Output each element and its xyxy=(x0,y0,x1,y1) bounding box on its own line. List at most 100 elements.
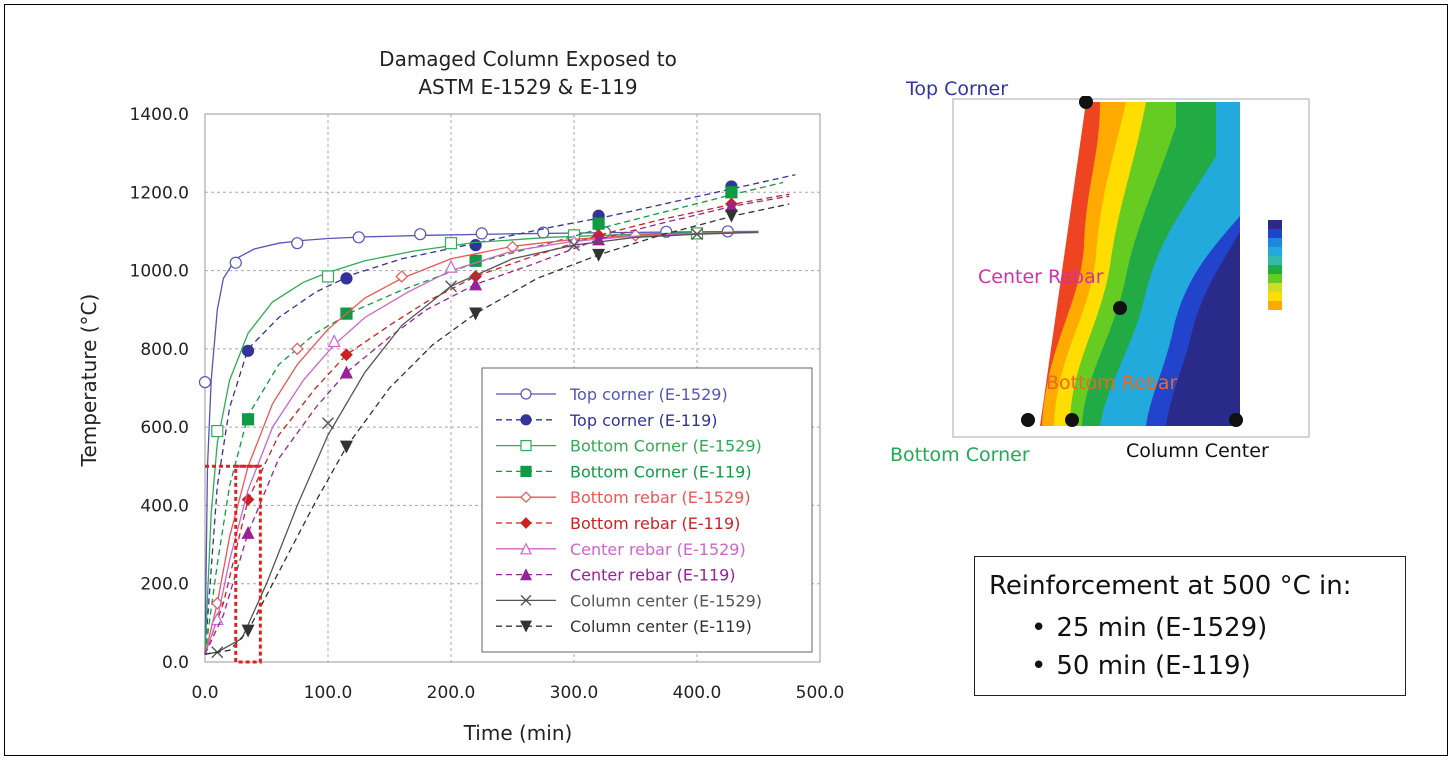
highlight-box-rebar-500 xyxy=(234,464,262,664)
legend-entry: Bottom rebar (E-1529) xyxy=(496,488,751,507)
data-point xyxy=(724,209,738,223)
data-point xyxy=(445,280,457,293)
data-point xyxy=(520,568,532,581)
contour-color-legend xyxy=(1268,220,1282,310)
y-tick-label: 800.0 xyxy=(140,340,189,360)
legend-label: Top corner (E-1529) xyxy=(569,385,728,404)
x-tick-label: 100.0 xyxy=(304,683,353,703)
data-point xyxy=(592,217,605,230)
label-top-corner: Top Corner xyxy=(906,78,1009,100)
legend-entry: Center rebar (E-119) xyxy=(496,566,736,585)
data-point xyxy=(469,307,483,321)
data-point-stroke xyxy=(445,280,457,293)
data-point xyxy=(469,277,483,291)
data-point xyxy=(229,256,242,269)
y-tick-label: 1200.0 xyxy=(130,183,189,203)
data-point xyxy=(520,620,532,633)
data-point-stroke xyxy=(568,239,580,252)
contour-legend-swatch xyxy=(1268,229,1282,238)
reinforcement-note: Reinforcement at 500 °C in: 25 min (E-15… xyxy=(974,556,1406,696)
x-tick-label: 300.0 xyxy=(550,683,599,703)
data-point xyxy=(340,272,353,285)
data-point xyxy=(520,542,532,555)
label-bottom-rebar: Bottom Rebar xyxy=(1046,372,1178,394)
series-10 xyxy=(204,203,790,655)
legend-label: Top corner (E-119) xyxy=(569,411,718,430)
data-point xyxy=(340,348,353,362)
legend-entry: Bottom Corner (E-119) xyxy=(496,462,752,481)
data-point xyxy=(520,517,532,529)
legend-label: Column center (E-1529) xyxy=(570,591,762,610)
series-line xyxy=(204,193,790,655)
note-title: Reinforcement at 500 °C in: xyxy=(989,571,1352,601)
contour-legend-swatch xyxy=(1268,238,1282,247)
legend-label: Bottom rebar (E-1529) xyxy=(570,488,751,507)
legend-label: Column center (E-119) xyxy=(570,617,752,636)
data-point xyxy=(327,334,341,348)
label-column-center: Column Center xyxy=(1126,440,1269,462)
data-point xyxy=(290,342,304,356)
chart-title-line-1: Damaged Column Exposed to xyxy=(379,47,677,71)
y-tick-label: 1400.0 xyxy=(130,105,189,125)
y-tick-label: 200.0 xyxy=(140,575,189,595)
data-point xyxy=(592,248,606,262)
legend-label: Bottom Corner (E-1529) xyxy=(570,437,762,456)
data-point xyxy=(520,491,532,504)
data-point xyxy=(352,231,365,244)
series-line xyxy=(204,231,759,655)
sensor-points xyxy=(1021,95,1243,427)
data-point xyxy=(520,465,532,477)
data-point xyxy=(444,237,458,250)
data-point xyxy=(520,388,532,400)
data-point xyxy=(520,414,532,426)
data-point xyxy=(395,270,409,283)
data-point xyxy=(469,239,482,252)
sensor-dot xyxy=(1229,413,1243,427)
legend-entry: Center rebar (E-1529) xyxy=(496,540,746,559)
series-line xyxy=(204,174,796,655)
y-tick-label: 1000.0 xyxy=(130,262,189,282)
x-tick-label: 0.0 xyxy=(191,683,218,703)
data-point xyxy=(291,237,304,250)
note-item-e119: 50 min (E-119) xyxy=(1031,651,1250,681)
data-point xyxy=(567,234,581,248)
data-point-stroke xyxy=(520,594,532,606)
series-layer xyxy=(198,174,796,659)
contour-legend-swatch xyxy=(1268,256,1282,265)
data-point xyxy=(339,365,353,379)
legend-entry: Top corner (E-1529) xyxy=(496,385,728,404)
legend-frame xyxy=(481,367,813,653)
chart-legend: Top corner (E-1529) Top corner (E-119) Bot… xyxy=(481,367,813,653)
legend-entry: Bottom rebar (E-119) xyxy=(496,514,740,533)
legend-entry: Column center (E-1529) xyxy=(496,591,762,610)
x-tick-label: 500.0 xyxy=(796,683,845,703)
label-bottom-corner: Bottom Corner xyxy=(890,444,1030,466)
legend-label: Bottom rebar (E-119) xyxy=(570,514,740,533)
legend-entry: Top corner (E-119) xyxy=(496,411,718,430)
contour-band-8 xyxy=(1166,232,1240,426)
data-point xyxy=(414,228,427,241)
sensor-dot xyxy=(1113,301,1127,315)
data-point xyxy=(721,225,734,238)
legend-label: Bottom Corner (E-119) xyxy=(570,462,752,481)
legend-entry: Column center (E-119) xyxy=(496,617,752,636)
contour-legend-swatch xyxy=(1268,283,1282,292)
x-axis-label: Time (min) xyxy=(463,721,573,745)
x-tick-label: 200.0 xyxy=(427,683,476,703)
data-point xyxy=(241,624,255,638)
legend-label: Center rebar (E-119) xyxy=(570,566,736,585)
legend-entry: Bottom Corner (E-1529) xyxy=(496,437,762,456)
contour-legend-swatch xyxy=(1268,274,1282,283)
data-point xyxy=(339,440,353,454)
data-point xyxy=(475,227,488,240)
y-axis-label: Temperature (°C) xyxy=(77,294,101,468)
data-point-stroke xyxy=(691,228,703,241)
thermal-contour-inset: Top Corner Center Rebar Bottom Rebar Bot… xyxy=(890,78,1312,466)
figure-frame xyxy=(4,4,1448,756)
y-tick-label: 0.0 xyxy=(162,653,189,673)
sensor-dot xyxy=(1065,413,1079,427)
data-point xyxy=(241,344,255,357)
data-point xyxy=(211,424,224,438)
contour-legend-swatch xyxy=(1268,220,1282,229)
